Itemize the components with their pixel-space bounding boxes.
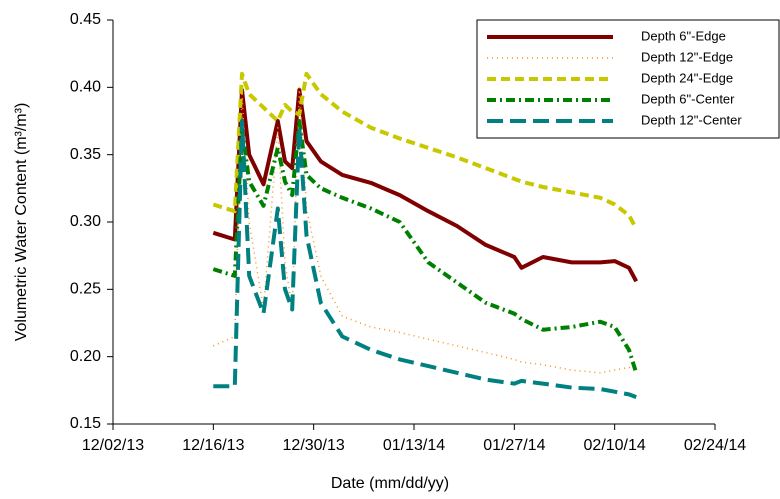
legend-label: Depth 6"-Edge [641,28,726,43]
y-tick-label: 0.25 [70,281,101,298]
y-tick-label: 0.20 [70,348,101,365]
data-line [212,88,638,283]
y-tick-label: 0.45 [70,11,101,28]
x-tick-label: 01/13/14 [383,437,445,454]
y-tick-label: 0.35 [70,146,101,163]
legend-label: Depth 12"-Center [641,112,742,127]
legend-label: Depth 12"-Edge [641,49,733,64]
x-tick-label: 12/02/13 [82,437,144,454]
y-tick-label: 0.30 [70,213,101,230]
y-tick-label: 0.40 [70,79,101,96]
legend-label: Depth 24"-Edge [641,70,733,85]
legend-label: Depth 6"-Center [641,91,735,106]
x-tick-label: 02/10/14 [584,437,646,454]
data-line [212,71,638,230]
data-line [212,119,639,374]
y-tick-label: 0.15 [70,415,101,432]
x-tick-label: 12/30/13 [283,437,345,454]
x-axis-title: Date (mm/dd/yy) [331,475,449,492]
x-tick-label: 12/16/13 [182,437,244,454]
y-axis-title: Volumetric Water Content (m³/m³) [13,103,30,342]
x-tick-label: 01/27/14 [483,437,545,454]
legend-box [476,19,780,139]
x-tick-label: 02/24/14 [684,437,746,454]
legend: Depth 6"-Edge Depth 12"-Edge Depth 24"-Edg… [476,19,780,139]
